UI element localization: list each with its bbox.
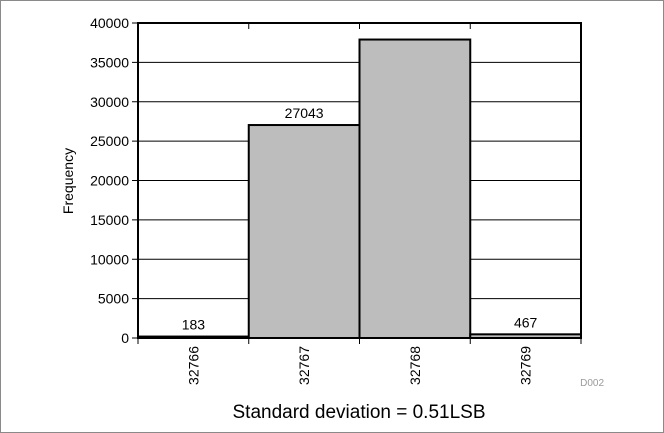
x-tick-label-32767: 32767 [296, 346, 312, 385]
y-tick-label: 35000 [90, 54, 129, 70]
bar-32767 [247, 124, 361, 339]
y-tick-label: 25000 [90, 133, 129, 149]
figure-id: D002 [580, 378, 604, 389]
data-labels: 183 27043 467 [182, 105, 538, 333]
x-tick-label-32769: 32769 [518, 346, 534, 385]
y-tick-label: 0 [121, 330, 129, 346]
y-tick-label: 20000 [90, 173, 129, 189]
x-axis-ticks: 32766 32767 32768 32769 [137, 23, 582, 385]
bars [137, 38, 582, 340]
x-tick-label-32766: 32766 [185, 346, 201, 385]
y-tick-label: 40000 [90, 15, 129, 31]
x-axis-title: Standard deviation = 0.51LSB [233, 402, 486, 423]
data-label-32769: 467 [514, 314, 538, 330]
y-tick-label: 30000 [90, 94, 129, 110]
bar-32768 [358, 38, 472, 339]
y-axis-ticks: 0 5000 10000 15000 20000 25000 30000 35000 40000 [90, 15, 138, 346]
data-label-32767: 27043 [285, 105, 324, 121]
data-label-32766: 183 [182, 317, 206, 333]
y-axis-title: Frequency [60, 148, 76, 214]
y-tick-label: 10000 [90, 251, 129, 267]
y-tick-label: 5000 [98, 291, 129, 307]
x-tick-label-32768: 32768 [407, 346, 423, 385]
y-tick-label: 15000 [90, 212, 129, 228]
